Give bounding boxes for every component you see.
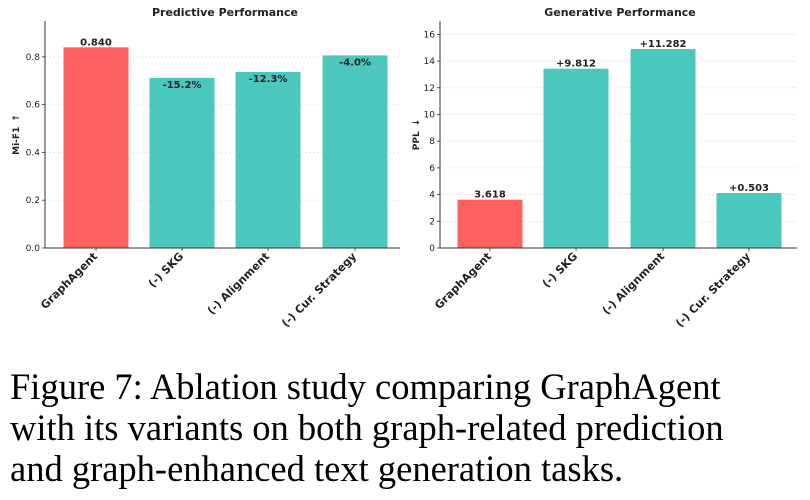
data-label: +0.503 [729, 183, 769, 194]
y-tick-label: 12 [424, 84, 435, 94]
x-tick-label: (-) SKG [540, 250, 580, 290]
y-tick-label: 0.4 [26, 148, 41, 158]
bar [630, 49, 696, 249]
y-tick-label: 0.0 [26, 244, 41, 254]
data-label: 3.618 [474, 190, 506, 201]
y-axis-label: PPL ↓ [412, 119, 422, 150]
y-axis-arrow: ↑ [12, 114, 22, 122]
x-tick-label: (-) Cur. Strategy [279, 250, 359, 330]
y-tick-label: 6 [429, 164, 435, 174]
data-label: -12.3% [249, 74, 288, 85]
y-tick-label: 4 [429, 191, 435, 201]
x-tick-label: (-) SKG [146, 250, 186, 290]
y-tick-label: 16 [424, 30, 436, 40]
bar [63, 47, 129, 248]
data-label: 0.840 [80, 37, 112, 48]
y-tick-label: 0.8 [26, 53, 41, 63]
predictive-performance-chart: Predictive Performance 0.0 0.2 0.4 0.6 0.8 Mi-… [12, 6, 400, 330]
y-axis-arrow: ↓ [412, 119, 422, 127]
caption-line: and graph-enhanced text generation tasks… [10, 448, 624, 489]
y-tick-label: 0.6 [26, 101, 41, 111]
caption-line: with its variants on both graph-related … [10, 407, 724, 448]
y-tick-label: 2 [429, 217, 435, 227]
ablation-figure: Predictive Performance 0.0 0.2 0.4 0.6 0.8 Mi-… [12, 6, 797, 330]
chart-title: Generative Performance [544, 6, 696, 19]
y-axis-label-text: PPL [412, 131, 422, 150]
data-label: +9.812 [556, 59, 596, 70]
figure-caption: Figure 7: Ablation study comparing Graph… [10, 366, 806, 489]
bar [322, 55, 388, 249]
x-tick-label: GraphAgent [432, 250, 494, 312]
x-tick-label: (-) Cur. Strategy [673, 250, 753, 330]
bar [235, 71, 301, 249]
y-tick-label: 8 [429, 137, 435, 147]
chart-title: Predictive Performance [152, 6, 298, 19]
bar [543, 68, 609, 248]
x-tick-label: GraphAgent [38, 250, 100, 312]
bar [149, 77, 215, 248]
bar [716, 192, 782, 248]
generative-performance-chart: Generative Performance 0 2 4 6 8 10 12 14 16 PPL ↓ 3… [412, 6, 797, 330]
y-tick-label: 14 [424, 57, 436, 67]
y-tick-label: 0.2 [26, 196, 40, 206]
y-tick-label: 10 [424, 110, 436, 120]
x-tick-label: (-) Alignment [205, 250, 272, 317]
y-tick-label: 0 [429, 244, 435, 254]
data-label: -15.2% [163, 80, 202, 91]
y-axis-label: Mi-F1 ↑ [12, 114, 22, 155]
x-tick-label: (-) Alignment [600, 250, 667, 317]
data-label: +11.282 [640, 39, 687, 50]
y-axis-label-text: Mi-F1 [12, 127, 22, 155]
data-label: -4.0% [339, 57, 371, 68]
bar [457, 199, 523, 248]
caption-line: Figure 7: Ablation study comparing Graph… [10, 366, 721, 407]
